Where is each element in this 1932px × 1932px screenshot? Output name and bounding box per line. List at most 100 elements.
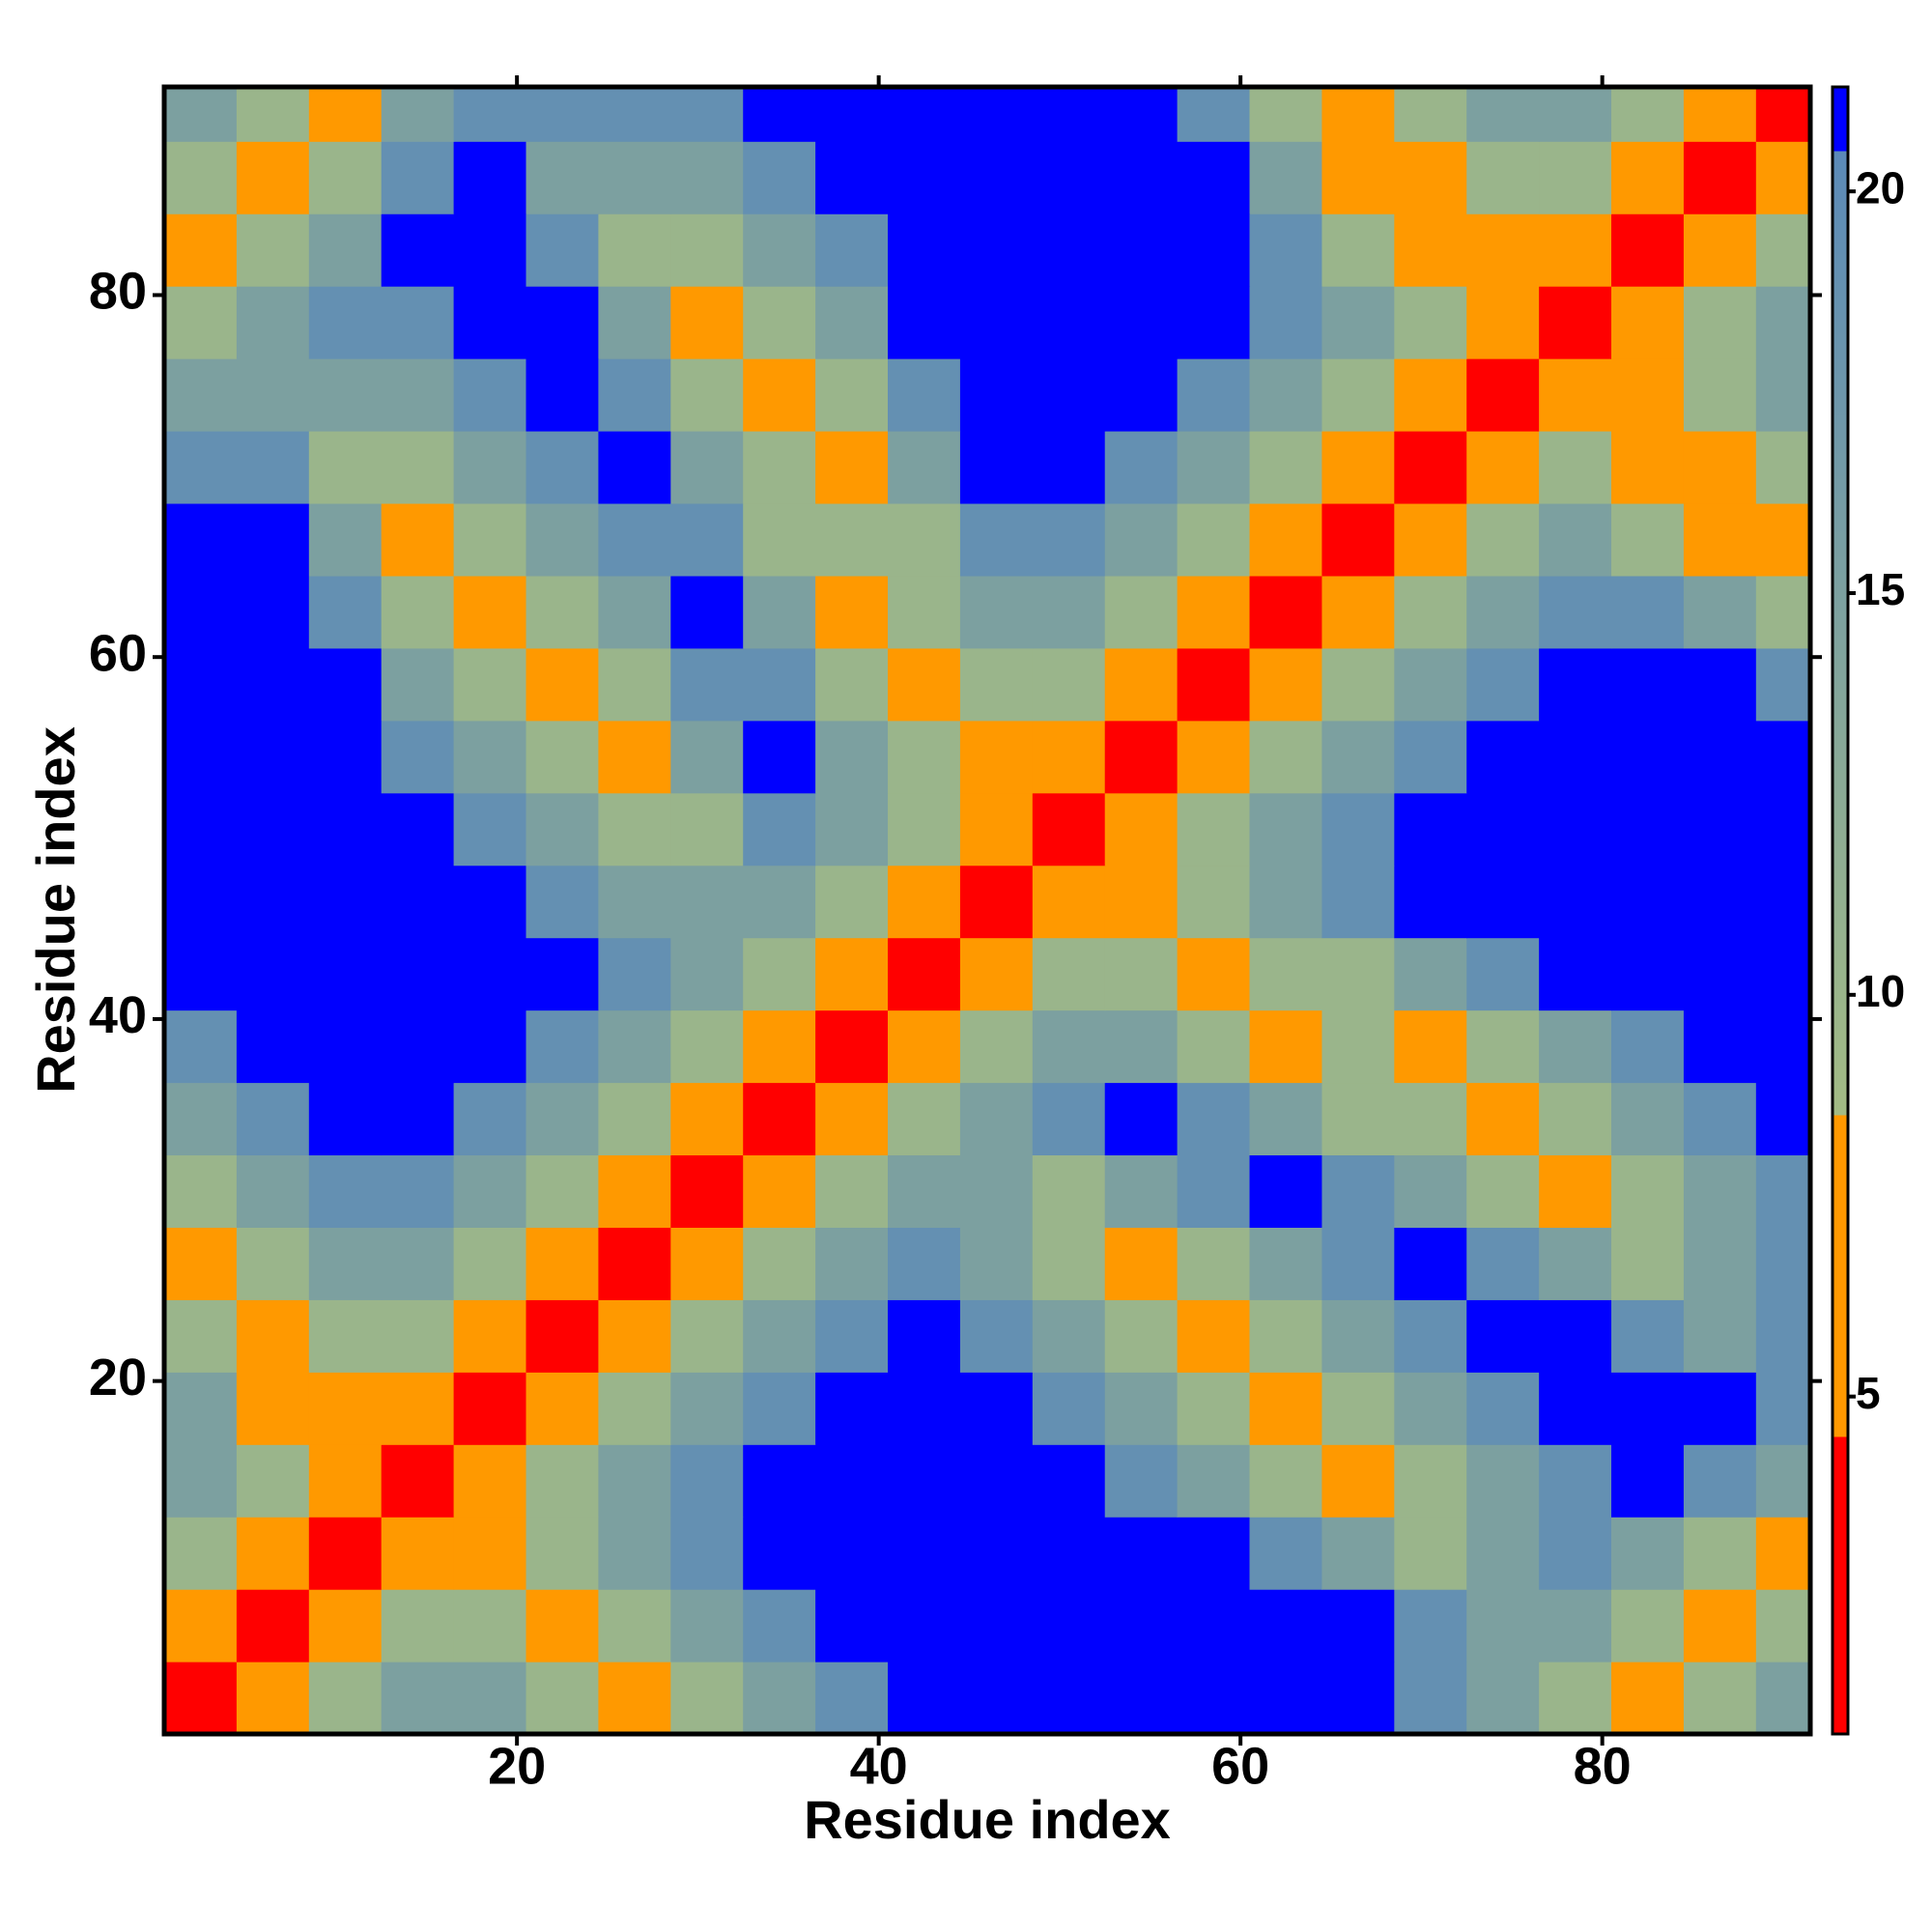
heatmap-cell [1683, 502, 1757, 577]
heatmap-cell [1611, 1009, 1685, 1084]
heatmap-cell [381, 1082, 455, 1156]
heatmap-cell [1683, 87, 1757, 142]
heatmap-cell [1611, 502, 1685, 577]
heatmap-cell [598, 1154, 671, 1228]
heatmap-cell [308, 286, 383, 359]
heatmap-cell [888, 502, 961, 577]
heatmap-cell [1104, 213, 1179, 287]
heatmap-cell [453, 87, 527, 142]
heatmap-cell [1104, 575, 1179, 649]
heatmap-cell [959, 865, 1034, 939]
heatmap-cell [888, 286, 961, 359]
heatmap-cell [1249, 575, 1323, 649]
heatmap-cell [1394, 1299, 1467, 1373]
heatmap-cell [381, 1009, 455, 1084]
heatmap-cell [598, 1227, 671, 1300]
heatmap-cell [1466, 1589, 1540, 1662]
heatmap-cell [1683, 213, 1757, 287]
heatmap-cell [815, 1517, 889, 1590]
heatmap-cell [1611, 1517, 1685, 1590]
heatmap-cell [1755, 937, 1810, 1011]
heatmap-cell [670, 1227, 744, 1300]
heatmap-cell [1394, 1444, 1467, 1518]
heatmap-cell [453, 1589, 527, 1662]
heatmap-cell [959, 1517, 1034, 1590]
heatmap-cell [1032, 865, 1106, 939]
heatmap-cell [1611, 1299, 1685, 1373]
heatmap-cell [236, 1444, 310, 1518]
heatmap-cell [1539, 358, 1612, 432]
heatmap-cell [1683, 1082, 1757, 1156]
heatmap-cell [1321, 575, 1395, 649]
heatmap-cell [815, 1299, 889, 1373]
heatmap-cell [1466, 1082, 1540, 1156]
heatmap-cell [1755, 1154, 1810, 1228]
heatmap-cell [526, 1662, 600, 1734]
heatmap-cell [888, 213, 961, 287]
heatmap-cell [1394, 1009, 1467, 1084]
heatmap-cell [236, 87, 310, 142]
heatmap-cell [1032, 141, 1106, 214]
heatmap-cell [670, 1154, 744, 1228]
heatmap-cell [743, 358, 816, 432]
heatmap-cell [1104, 1517, 1179, 1590]
heatmap-cell [1321, 1444, 1395, 1518]
heatmap-cell [743, 1227, 816, 1300]
heatmap-cell [815, 1589, 889, 1662]
heatmap-cell [1249, 1517, 1323, 1590]
heatmap-cell [164, 430, 238, 504]
heatmap-cell [1539, 1009, 1612, 1084]
heatmap-cell [670, 1372, 744, 1445]
heatmap-cell [888, 575, 961, 649]
heatmap-cell [1032, 792, 1106, 867]
heatmap-cell [1466, 1517, 1540, 1590]
heatmap-cell [236, 1662, 310, 1734]
heatmap-cell [888, 1299, 961, 1373]
heatmap-cell [1032, 430, 1106, 504]
heatmap-cell [670, 502, 744, 577]
heatmap-cell [526, 1517, 600, 1590]
heatmap-cell [1611, 1227, 1685, 1300]
heatmap-cell [815, 1444, 889, 1518]
heatmap-cell [1683, 865, 1757, 939]
heatmap-cell [1249, 1154, 1323, 1228]
heatmap-cell [743, 502, 816, 577]
heatmap-cell [1394, 430, 1467, 504]
heatmap-cell [1321, 213, 1395, 287]
heatmap-cell [1683, 1372, 1757, 1445]
heatmap-cell [670, 792, 744, 867]
heatmap-cell [598, 1444, 671, 1518]
heatmap-cell [381, 1372, 455, 1445]
heatmap-cell [888, 1372, 961, 1445]
heatmap-cell [1177, 502, 1251, 577]
heatmap-cell [1539, 1444, 1612, 1518]
heatmap-cell [1611, 1444, 1685, 1518]
heatmap-cell [598, 1009, 671, 1084]
heatmap-cell [308, 1227, 383, 1300]
heatmap-cell [453, 502, 527, 577]
heatmap-cell [526, 87, 600, 142]
heatmap-cell [1394, 502, 1467, 577]
heatmap-cell [1104, 502, 1179, 577]
heatmap-cell [959, 1589, 1034, 1662]
heatmap-cell [1104, 358, 1179, 432]
heatmap-cell [1321, 1589, 1395, 1662]
heatmap-cell [1032, 575, 1106, 649]
x-axis-title: Residue index [804, 1789, 1171, 1850]
heatmap-cell [815, 213, 889, 287]
heatmap-cell [526, 647, 600, 722]
heatmap-cell [1683, 792, 1757, 867]
heatmap-cell [164, 1662, 238, 1734]
heatmap-cell [236, 1082, 310, 1156]
heatmap-cell [236, 720, 310, 794]
heatmap-cell [1394, 141, 1467, 214]
heatmap-cell [236, 1299, 310, 1373]
heatmap-cell [1394, 87, 1467, 142]
heatmap-cell [381, 575, 455, 649]
heatmap-cell [815, 575, 889, 649]
heatmap-cell [1539, 213, 1612, 287]
y-tick-label: 80 [89, 263, 147, 321]
heatmap-cell [1177, 1299, 1251, 1373]
heatmap-cell [888, 720, 961, 794]
heatmap-cell [888, 1589, 961, 1662]
